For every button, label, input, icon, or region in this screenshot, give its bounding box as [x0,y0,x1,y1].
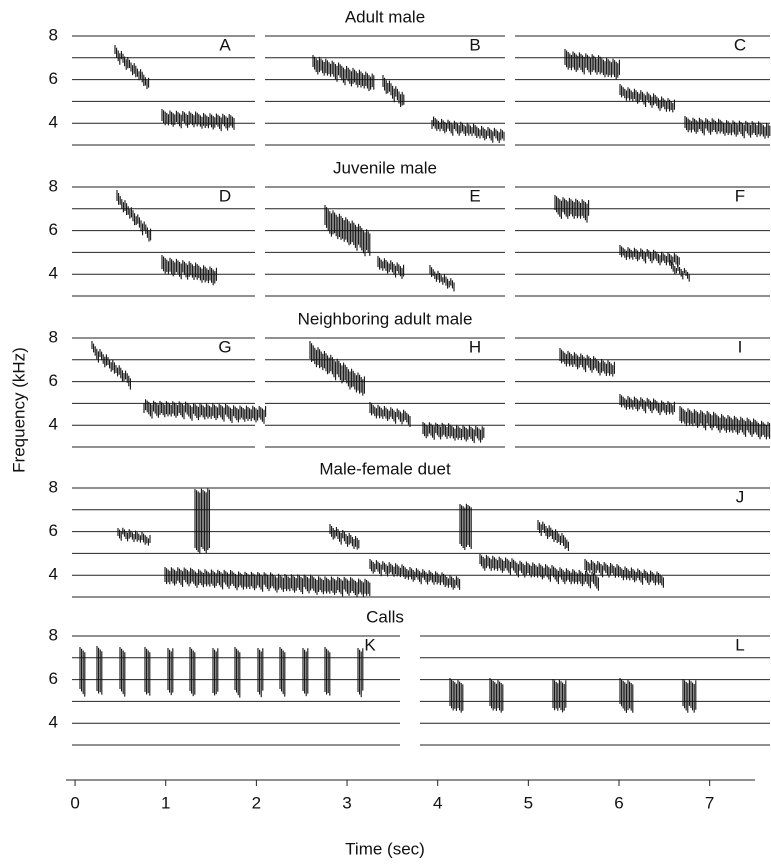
spectrogram-trace [212,648,219,696]
spectrogram-trace [431,116,505,143]
spectrogram-trace [143,399,267,424]
spectrogram-trace [489,678,504,713]
spectrogram-trace [312,55,375,92]
panel-letter: F [735,186,745,205]
x-tick-label: 1 [161,793,170,812]
spectrogram-trace [161,255,217,286]
panel-letter: B [469,35,480,54]
panel-letter: H [469,337,481,356]
row-title: Male-female duet [319,459,451,478]
spectrogram-trace [619,84,675,113]
panel-letter: E [469,186,480,205]
spectrogram-trace [189,647,196,697]
x-tick-label: 6 [614,793,623,812]
spectrogram-trace [114,45,150,90]
spectrogram-trace [559,348,615,377]
spectrogram-trace [684,116,771,139]
x-tick-label: 4 [433,793,442,812]
spectrogram-trace [669,260,690,282]
y-tick-label: 8 [49,327,58,346]
spectrogram-trace [324,205,371,257]
spectrogram-trace [329,524,360,550]
panel-letter: D [219,186,231,205]
x-tick-label: 0 [70,793,79,812]
spectrogram-trace [429,265,455,292]
row-title: Adult male [345,7,425,26]
y-tick-label: 4 [49,264,58,283]
spectrogram-trace [91,341,131,390]
y-tick-label: 6 [49,69,58,88]
spectrogram-trace [537,520,569,551]
panel-letter: G [218,337,231,356]
spectrogram-trace [119,647,126,697]
y-tick-label: 4 [49,415,58,434]
y-tick-label: 4 [49,713,58,732]
spectrogram-trace [377,256,405,279]
spectrogram-trace [552,679,567,713]
spectrogram-trace [194,488,210,554]
spectrogram-trace [679,406,771,440]
spectrogram-trace [449,678,464,713]
x-tick-label: 3 [342,793,351,812]
spectrogram-trace [554,195,590,223]
spectrogram-trace [369,559,461,590]
spectrogram-trace [422,422,485,444]
spectrogram-trace [682,679,697,713]
y-tick-label: 8 [49,625,58,644]
row-title: Calls [366,607,404,626]
y-tick-label: 8 [49,176,58,195]
y-tick-label: 6 [49,669,58,688]
panel-letter: J [736,487,745,506]
spectrogram-trace [257,648,264,698]
panel-letter: A [219,35,231,54]
x-tick-label: 5 [524,793,533,812]
spectrogram-trace [619,245,680,267]
y-tick-label: 6 [49,521,58,540]
y-axis-label: Frequency (kHz) [9,347,28,473]
row-title: Juvenile male [333,158,437,177]
spectrogram-trace [564,49,620,80]
spectrogram-trace [619,394,675,416]
spectrogram-trace [584,559,664,588]
spectrogram-trace [164,567,371,598]
spectrogram-trace [116,190,152,242]
spectrogram-trace [117,527,151,546]
y-tick-label: 4 [49,113,58,132]
panel-letter: C [734,35,746,54]
panel-letter: K [364,635,376,654]
spectrogram-trace [459,503,472,550]
spectrogram-trace [324,647,331,696]
y-tick-label: 8 [49,477,58,496]
spectrogram-trace [357,648,364,698]
x-tick-label: 2 [252,793,261,812]
spectrogram-trace [302,648,309,697]
x-axis-label: Time (sec) [345,839,425,858]
spectrogram-trace [619,678,634,713]
spectrogram-trace [161,109,235,132]
y-tick-label: 8 [49,25,58,44]
spectrogram-trace [144,647,151,696]
spectrogram-trace [234,647,241,698]
panel-letter: I [738,337,743,356]
y-tick-label: 6 [49,371,58,390]
panel-letter: L [735,635,744,654]
x-tick-label: 7 [705,793,714,812]
y-tick-label: 6 [49,220,58,239]
spectrogram-trace [309,341,365,396]
spectrogram-trace [369,402,411,427]
spectrogram-trace [279,647,286,697]
spectrogram-trace [96,646,103,695]
spectrogram-trace [167,648,174,696]
spectrogram-trace [382,75,405,107]
row-title: Neighboring adult male [298,309,473,328]
spectrogram-trace [79,647,86,697]
spectrogram-trace [479,554,599,591]
y-tick-label: 4 [49,565,58,584]
